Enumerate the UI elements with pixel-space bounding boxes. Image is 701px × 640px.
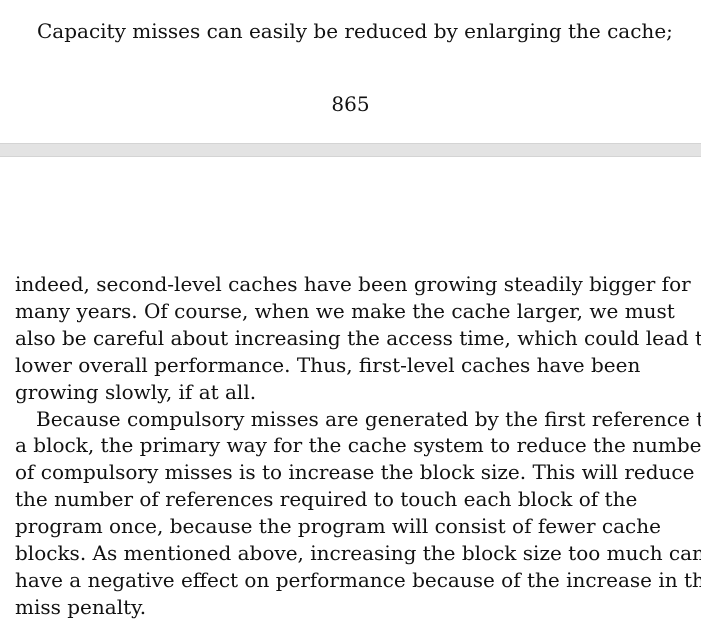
body-line: the number of references required to tou… [15, 487, 638, 512]
body-line: lower overall performance. Thus, first-l… [15, 352, 641, 377]
body-line: program once, because the program will c… [15, 514, 661, 539]
body-line: of compulsory misses is to increase the … [15, 460, 695, 485]
current-page [0, 157, 701, 640]
previous-page: Capacity misses can easily be reduced by… [0, 0, 701, 143]
page-number: 865 [331, 92, 370, 116]
body-line: have a negative effect on performance be… [15, 567, 701, 592]
body-line: growing slowly, if at all. [15, 379, 257, 404]
body-line: many years. Of course, when we make the … [15, 298, 675, 323]
page-separator [0, 143, 701, 157]
body-paragraphs: indeed, second-level caches have been gr… [15, 271, 701, 621]
paragraph-first-line: Because compulsory misses are generated … [36, 406, 701, 431]
body-line: miss penalty. [15, 594, 147, 619]
body-line: a block, the primary way for the cache s… [15, 433, 701, 458]
page-text-line: Capacity misses can easily be reduced by… [37, 19, 673, 43]
body-line: also be careful about increasing the acc… [15, 325, 701, 350]
body-line: blocks. As mentioned above, increasing t… [15, 541, 701, 566]
body-line: indeed, second-level caches have been gr… [15, 272, 691, 296]
